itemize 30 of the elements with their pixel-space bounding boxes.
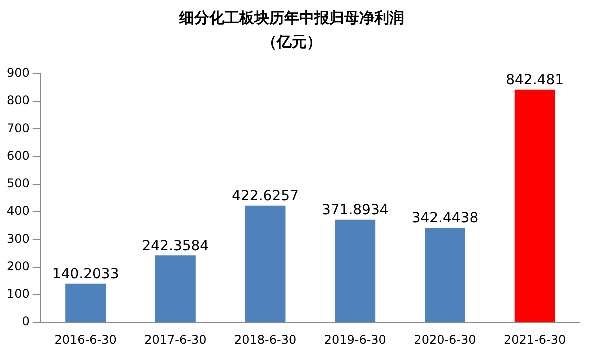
y-tick-label: 700 [7, 121, 30, 136]
y-tick-label: 300 [7, 232, 30, 246]
data-label: 342.4438 [412, 210, 479, 227]
x-tick-label: 2019-6-30 [324, 332, 386, 347]
x-tick-label: 2020-6-30 [414, 332, 476, 347]
x-tick-label: 2017-6-30 [144, 332, 207, 347]
data-label: 371.8934 [322, 202, 389, 219]
y-tick-label: 400 [7, 204, 30, 218]
x-tick-label: 2021-6-30 [504, 332, 566, 347]
chart-title: 细分化工板块历年中报归母净利润 [178, 8, 404, 27]
y-tick-label: 0 [22, 314, 30, 329]
x-tick-label: 2018-6-30 [234, 332, 297, 347]
y-tick-label: 200 [7, 259, 30, 274]
data-label: 842.481 [506, 72, 564, 89]
y-tick-label: 600 [7, 148, 30, 163]
bar [245, 206, 286, 322]
bar [66, 284, 106, 322]
y-tick-label: 800 [7, 94, 30, 108]
bar [335, 220, 376, 322]
bar [155, 256, 196, 322]
y-tick-label: 500 [7, 176, 30, 191]
bar [514, 90, 556, 322]
data-label: 242.3584 [142, 238, 210, 254]
data-label: 140.2033 [52, 266, 120, 283]
bar [425, 228, 466, 322]
y-tick-label: 900 [7, 66, 30, 80]
x-tick-label: 2016-6-30 [54, 332, 117, 347]
y-tick-label: 100 [7, 287, 30, 302]
chart-subtitle: （亿元） [262, 32, 322, 51]
data-label: 422.6257 [232, 188, 299, 204]
